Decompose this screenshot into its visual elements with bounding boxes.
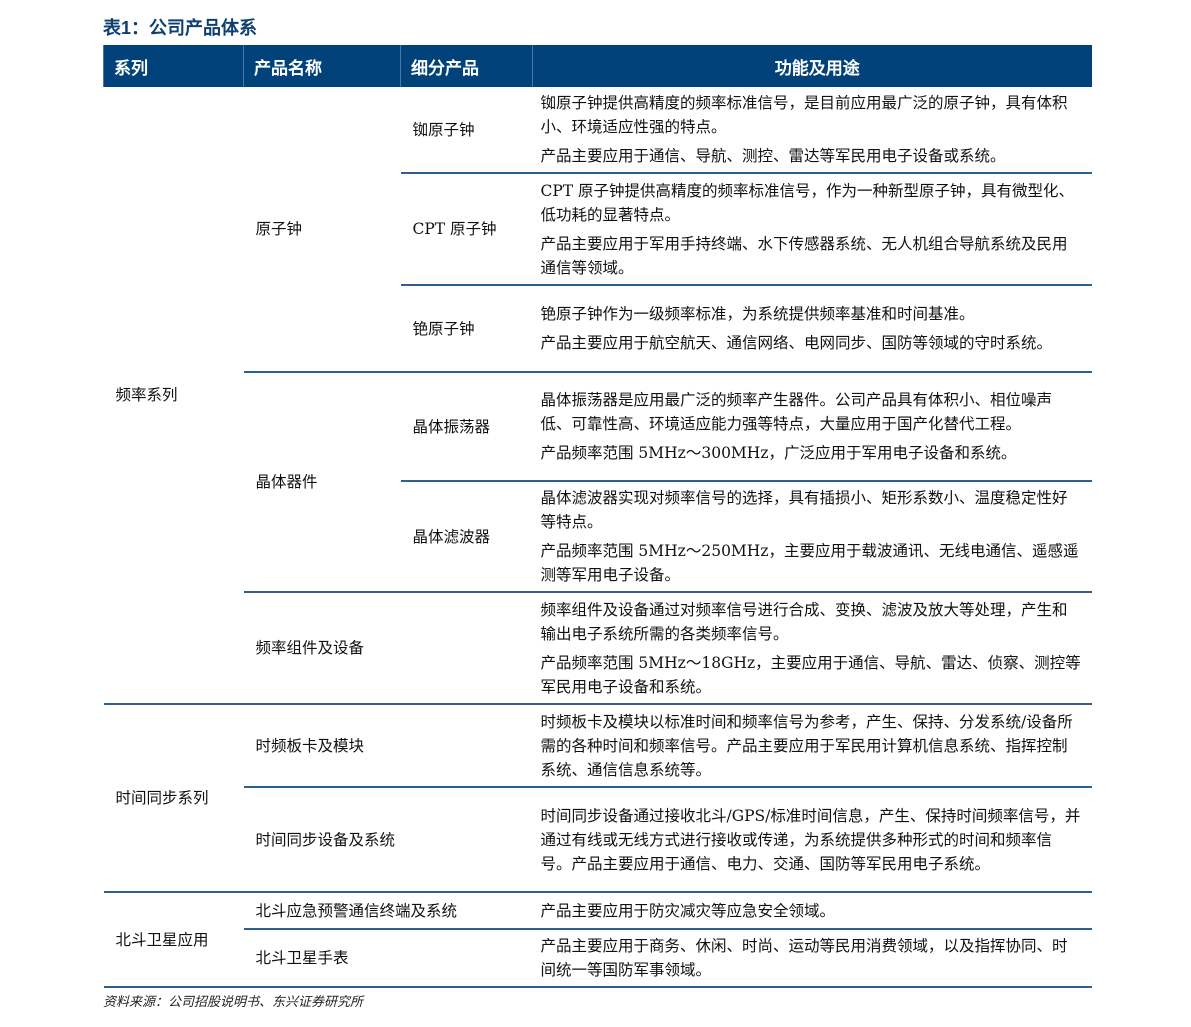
desc-cell: CPT 原子钟提供高精度的频率标准信号，作为一种新型原子钟，具有微型化、低功耗的… (532, 173, 1092, 286)
product-cell: 时间同步设备及系统 (243, 787, 533, 893)
table-row: 晶体器件 晶体振荡器 晶体振荡器是应用最广泛的频率产生器件。公司产品具有体积小、… (104, 372, 1092, 593)
table-title: 表1：公司产品体系 (103, 18, 258, 38)
product-cell: 原子钟 (243, 87, 401, 373)
desc-cell: 频率组件及设备通过对频率信号进行合成、变换、滤波及放大等处理，产生和输出电子系统… (532, 592, 1092, 705)
table-row: 时间同步设备及系统 时间同步设备通过接收北斗/GPS/标准时间信息，产生、保持时… (104, 787, 1092, 893)
desc-cell: 时间同步设备通过接收北斗/GPS/标准时间信息，产生、保持时间频率信号，并通过有… (532, 787, 1092, 893)
desc-cell: 铯原子钟作为一级频率标准，为系统提供频率基准和时间基准。 产品主要应用于航空航天、… (532, 285, 1092, 373)
series-cell: 频率系列 (103, 87, 244, 705)
desc-cell: 产品主要应用于防灾减灾等应急安全领域。 (532, 892, 1092, 930)
source-note: 资料来源：公司招股说明书、东兴证券研究所 (103, 995, 364, 1010)
table-header: 系列 产品名称 细分产品 功能及用途 (103, 45, 1092, 87)
product-cell: 北斗应急预警通信终端及系统 (243, 892, 533, 930)
table-row: 北斗卫星手表 产品主要应用于商务、休闲、时尚、运动等民用消费领域，以及指挥协同、… (104, 929, 1092, 988)
header-sub: 细分产品 (400, 45, 533, 87)
table-row: 北斗卫星应用 北斗应急预警通信终端及系统 产品主要应用于防灾减灾等应急安全领域。 (103, 892, 1092, 988)
table-row: 频率组件及设备 频率组件及设备通过对频率信号进行合成、变换、滤波及放大等处理，产… (104, 592, 1092, 705)
desc-cell: 晶体滤波器实现对频率信号的选择，具有插损小、矩形系数小、温度稳定性好等特点。 产品… (532, 481, 1092, 593)
table-row: CPT 原子钟 CPT 原子钟提供高精度的频率标准信号，作为一种新型原子钟，具有… (104, 173, 1092, 286)
header-product: 产品名称 (243, 45, 401, 87)
product-cell: 晶体器件 (243, 372, 401, 593)
table-row: 频率系列 原子钟 铷原子钟 铷原子钟提供高精度的频率标准信号，是目前应用最广泛的… (103, 87, 1092, 705)
desc-cell: 产品主要应用于商务、休闲、时尚、运动等民用消费领域，以及指挥协同、时间统一等国防… (532, 929, 1092, 988)
table-row: 晶体滤波器 晶体滤波器实现对频率信号的选择，具有插损小、矩形系数小、温度稳定性好… (104, 481, 1092, 593)
sub-cell: 晶体滤波器 (400, 481, 533, 593)
desc-cell: 晶体振荡器是应用最广泛的频率产生器件。公司产品具有体积小、相位噪声低、可靠性高、… (532, 372, 1092, 482)
product-cell: 频率组件及设备 (243, 592, 533, 705)
product-table: 系列 产品名称 细分产品 功能及用途 频率系列 原子钟 铷原子钟 铷原子钟提供高… (103, 45, 1092, 988)
product-cell: 时频板卡及模块 (243, 704, 533, 788)
series-cell: 时间同步系列 (103, 704, 244, 893)
table-row: 时间同步系列 时频板卡及模块 时频板卡及模块以标准时间和频率信号为参考，产生、保… (103, 704, 1092, 893)
sub-cell: 晶体振荡器 (400, 372, 533, 482)
series-cell: 北斗卫星应用 (103, 892, 244, 988)
table-row: 铯原子钟 铯原子钟作为一级频率标准，为系统提供频率基准和时间基准。 产品主要应用于… (104, 285, 1092, 373)
sub-cell: CPT 原子钟 (400, 173, 533, 286)
header-desc: 功能及用途 (532, 45, 1092, 87)
header-series: 系列 (103, 45, 244, 87)
desc-cell: 时频板卡及模块以标准时间和频率信号为参考，产生、保持、分发系统/设备所需的各种时… (532, 704, 1092, 788)
desc-cell: 铷原子钟提供高精度的频率标准信号，是目前应用最广泛的原子钟，具有体积小、环境适应… (532, 87, 1092, 174)
sub-cell: 铷原子钟 (400, 87, 533, 174)
sub-cell: 铯原子钟 (400, 285, 533, 373)
product-cell: 北斗卫星手表 (243, 929, 533, 988)
